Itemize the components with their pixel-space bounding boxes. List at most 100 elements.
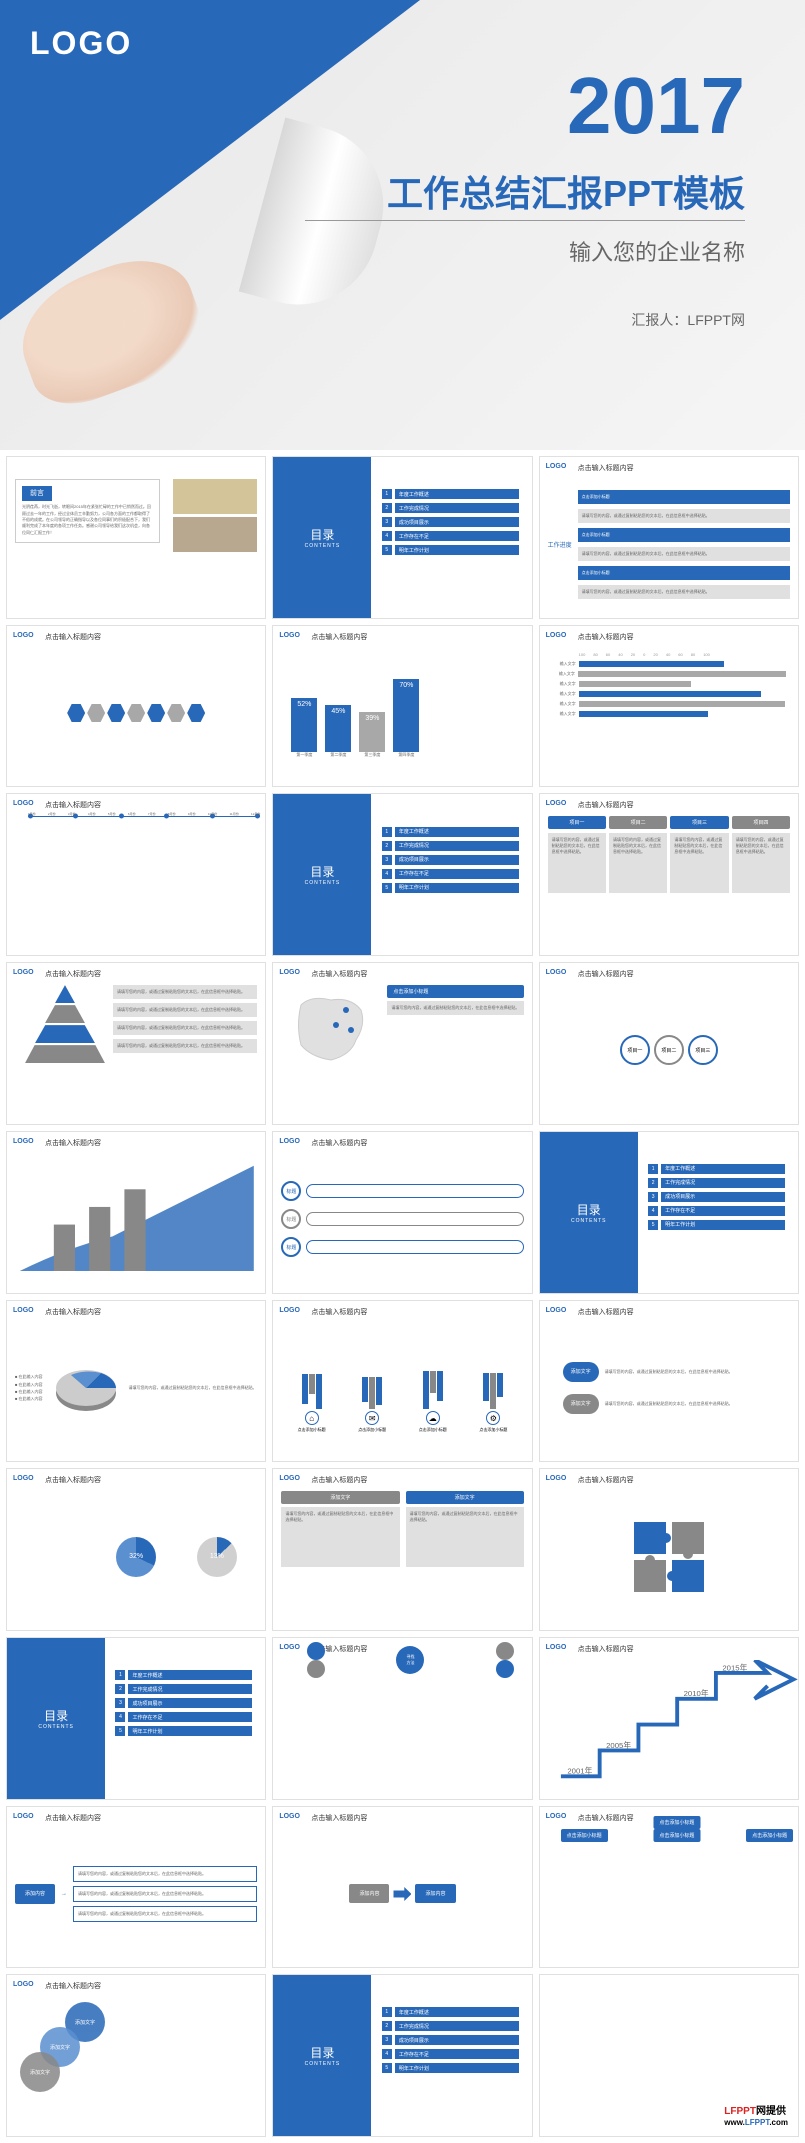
- bar: 70%: [393, 679, 419, 752]
- hbar-label: 输入文字: [552, 661, 576, 667]
- title: 点击输入标题内容: [45, 1307, 101, 1317]
- logo: LOGO: [279, 632, 300, 639]
- box: 点击添加小标题: [653, 1829, 700, 1842]
- cover-slide: LOGO 2017 工作总结汇报PPT模板 输入您的企业名称 汇报人：LFPPT…: [0, 0, 805, 450]
- toc-item: 明年工作计划: [395, 2063, 519, 2073]
- slide-toc: 目录CONTENTS 1年度工作概述 2工作完成情况 3成功项目展示 4工作存在…: [6, 1637, 266, 1800]
- hbar-chart: 10080604020020406080100 输入文字 输入文字 输入文字 输…: [548, 648, 790, 779]
- toc-item: 工作完成情况: [395, 2021, 519, 2031]
- slide-map: LOGO 点击输入标题内容 点击添加小标题 请填写您的内容，或通过复制粘贴您的文…: [272, 962, 532, 1125]
- slide-box-flow: LOGO 点击输入标题内容 添加内容 → 请填写您的内容，或通过复制粘贴您的文本…: [6, 1806, 266, 1969]
- text: 请填写您的内容，或通过复制粘贴您的文本后，在此信息框中选择粘贴。: [113, 1039, 257, 1053]
- toc-item: 年度工作概述: [661, 1164, 785, 1174]
- toc-item: 成功项目展示: [395, 517, 519, 527]
- donut: 32%: [116, 1537, 156, 1577]
- icon-label: 点击添加小标题: [479, 1427, 507, 1433]
- center-node: 寻找方法: [396, 1646, 424, 1674]
- progress-label: 工作进度: [548, 479, 572, 610]
- puzzle-icon: [629, 1517, 709, 1597]
- hex-node: [67, 704, 85, 722]
- text: 请填写您的内容，或通过复制粘贴您的文本后，在此信息框中选择粘贴。: [605, 1401, 775, 1407]
- toc-label: 目录: [310, 2044, 334, 2061]
- title: 点击输入标题内容: [311, 1138, 367, 1148]
- toc-item: 明年工作计划: [395, 883, 519, 893]
- logo: LOGO: [546, 463, 567, 470]
- text: 请填写您的内容，或通过复制粘贴您的文本后，在此信息框中选择粘贴。: [387, 1001, 523, 1015]
- bar-chart: 52% 45% 39% 70%: [281, 648, 523, 753]
- slide-preface: 前言 光阴荏苒，时光飞逝，转眼间2015年在紧张忙碌的工作中已悄然而过。回顾过去…: [6, 456, 266, 619]
- slide-hbar: LOGO 点击输入标题内容 10080604020020406080100 输入…: [539, 625, 799, 788]
- logo: LOGO: [546, 1475, 567, 1482]
- icon-label: 点击添加小标题: [358, 1427, 386, 1433]
- area-chart: [15, 1154, 257, 1272]
- pill: [306, 1240, 523, 1254]
- pill: [306, 1212, 523, 1226]
- logo: LOGO: [546, 800, 567, 807]
- bar: 52%: [291, 698, 317, 752]
- box: 添加内容: [15, 1884, 55, 1904]
- toc-item: 工作存在不足: [395, 869, 519, 879]
- footer-brand: LFPPT网提供 www.LFPPT.com: [724, 2102, 788, 2128]
- toc-item: 明年工作计划: [661, 1220, 785, 1230]
- logo: LOGO: [13, 1813, 34, 1820]
- photo-placeholder: [173, 517, 258, 552]
- toc-label: 目录: [310, 863, 334, 880]
- title: 点击输入标题内容: [578, 1307, 634, 1317]
- photo-placeholder: [173, 479, 258, 514]
- hbar: [579, 661, 724, 667]
- title: 点击输入标题内容: [578, 969, 634, 979]
- slide-pie: LOGO 点击输入标题内容 ■ 在此输入内容■ 在此输入内容■ 在此输入内容■ …: [6, 1300, 266, 1463]
- card: 请填写您的内容，或通过复制粘贴您的文本后，在此信息框中选择粘贴。: [609, 833, 667, 893]
- svg-text:2005年: 2005年: [606, 1740, 631, 1750]
- toc-item: 工作存在不足: [128, 1712, 252, 1722]
- slide-radial: LOGO 点击输入标题内容 寻找方法: [272, 1637, 532, 1800]
- toc-label: 目录: [310, 526, 334, 543]
- card: 请填写您的内容，或通过复制粘贴您的文本后，在此信息框中选择粘贴。: [670, 833, 728, 893]
- toc-item: 工作完成情况: [661, 1178, 785, 1188]
- text: 请填写您的内容，或通过复制粘贴您的文本后，在此信息框中选择粘贴。: [129, 1385, 258, 1391]
- flow-box: 添加内容: [415, 1884, 455, 1903]
- toc-item: 工作完成情况: [128, 1684, 252, 1694]
- sat-node: [496, 1642, 514, 1660]
- logo: LOGO: [546, 632, 567, 639]
- toc-item: 年度工作概述: [395, 489, 519, 499]
- preface-text: 光阴荏苒，时光飞逝，转眼间2015年在紧张忙碌的工作中已悄然而过。回顾过去一年的…: [22, 504, 153, 536]
- logo: LOGO: [546, 1644, 567, 1651]
- title: 点击输入标题内容: [578, 1475, 634, 1485]
- slide-steps: LOGO 点击输入标题内容 2001年 2005年 2010年 2015年: [539, 1637, 799, 1800]
- toc-sub: CONTENTS: [571, 1218, 607, 1224]
- title: 点击输入标题内容: [45, 969, 101, 979]
- title: 点击输入标题内容: [45, 1981, 101, 1991]
- slide-pills: LOGO 点击输入标题内容 标题 标题 标题: [272, 1131, 532, 1294]
- bar-label: 第二季度: [325, 752, 351, 758]
- hbar: [579, 701, 785, 707]
- title: 点击输入标题内容: [45, 1813, 101, 1823]
- circle: 项目二: [654, 1035, 684, 1065]
- row: 请填写您的内容，或通过复制粘贴您的文本后，在此信息框中选择粘贴。: [578, 509, 790, 523]
- title: 点击输入标题内容: [45, 1475, 101, 1485]
- toc-item: 成功项目展示: [661, 1192, 785, 1202]
- logo: LOGO: [546, 1813, 567, 1820]
- title: 点击输入标题内容: [311, 1813, 367, 1823]
- logo: LOGO: [13, 1307, 34, 1314]
- toc-item: 成功项目展示: [395, 2035, 519, 2045]
- slide-toc: 目录 CONTENTS 1年度工作概述 2工作完成情况 3成功项目展示 4工作存…: [272, 456, 532, 619]
- circle: 项目一: [620, 1035, 650, 1065]
- title: 点击输入标题内容: [311, 1307, 367, 1317]
- col-header: 添加文字: [281, 1491, 399, 1504]
- title: 点击输入标题内容: [311, 632, 367, 642]
- slide-toc: 目录CONTENTS 1年度工作概述 2工作完成情况 3成功项目展示 4工作存在…: [539, 1131, 799, 1294]
- bar: 39%: [359, 712, 385, 753]
- logo: LOGO: [279, 1644, 300, 1651]
- row: 请填写您的内容，或通过复制粘贴您的文本后，在此信息框中选择粘贴。: [578, 585, 790, 599]
- logo: LOGO: [13, 800, 34, 807]
- donut: 17%: [35, 1537, 75, 1577]
- sat-node: [496, 1660, 514, 1678]
- logo: LOGO: [279, 1475, 300, 1482]
- logo: LOGO: [279, 1307, 300, 1314]
- toc-items: 1年度工作概述 2工作完成情况 3成功项目展示 4工作存在不足 5明年工作计划: [382, 489, 519, 555]
- logo: LOGO: [13, 1138, 34, 1145]
- pill: 添加文字: [563, 1394, 599, 1414]
- toc-sidebar: 目录 CONTENTS: [273, 457, 371, 618]
- preface-tag: 前言: [22, 486, 52, 501]
